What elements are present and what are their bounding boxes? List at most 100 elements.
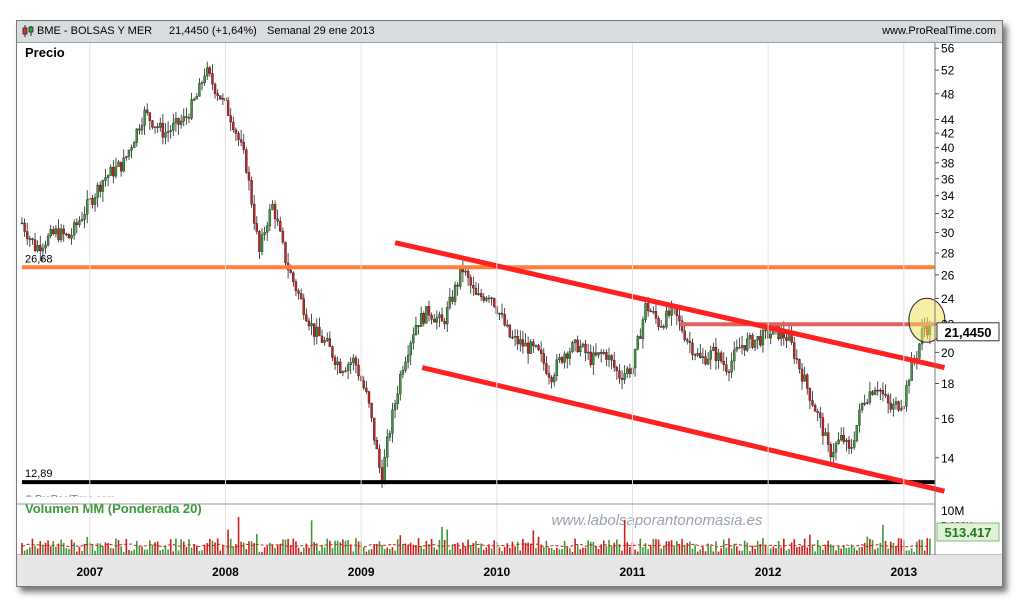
volume-bar [897, 538, 900, 555]
volume-bar [785, 550, 788, 555]
volume-bar [162, 549, 164, 555]
candle-body [855, 425, 859, 441]
volume-bar [829, 544, 832, 555]
candle-body [847, 439, 851, 449]
volume-bar [597, 548, 600, 555]
volume-bar [232, 546, 235, 555]
volume-bar [102, 545, 104, 555]
x-tick-label: 2012 [755, 565, 782, 579]
volume-bar [540, 544, 542, 555]
volume-bar [172, 551, 175, 555]
candle-body [521, 339, 525, 347]
candle-body [91, 198, 94, 205]
candle-body [456, 284, 459, 287]
volume-bar [595, 546, 597, 555]
candle-body [563, 353, 566, 363]
volume-bar [488, 544, 490, 555]
candle-body [803, 374, 806, 382]
candle-body [555, 359, 559, 376]
candle-body [550, 377, 553, 383]
volume-bar [391, 547, 394, 555]
volume-tick-label: 10M [941, 504, 964, 518]
candle-body [263, 232, 266, 235]
x-axis-band [17, 555, 1002, 586]
volume-bar [689, 541, 691, 555]
candle-body [370, 402, 373, 419]
volume-bar [193, 544, 195, 555]
candle-body [336, 361, 339, 365]
volume-bar [237, 516, 240, 555]
volume-bar [248, 541, 250, 555]
volume-bar [863, 542, 866, 555]
candle-body [866, 402, 869, 404]
candle-body [153, 126, 157, 128]
volume-bar [295, 541, 297, 555]
candle-body [469, 277, 472, 286]
volume-bar [370, 549, 373, 555]
volume-bar [655, 538, 657, 555]
volume-bar [587, 540, 589, 555]
candle-body [344, 370, 347, 372]
volume-bar [561, 548, 563, 555]
volume-bar [26, 549, 29, 555]
volume-bar [289, 545, 292, 555]
y-tick-label: 40 [941, 141, 955, 155]
candle-body [174, 118, 178, 124]
volume-bar [274, 547, 276, 555]
candle-body [526, 342, 530, 354]
volume-value-box [936, 522, 1000, 542]
candle-body [221, 97, 225, 100]
candle-body [479, 293, 483, 298]
candle-body [239, 139, 243, 143]
volume-bar [824, 545, 827, 555]
candle-body [576, 339, 579, 353]
volume-bar [407, 545, 409, 555]
candle-body [226, 100, 230, 116]
candle-body [396, 393, 399, 404]
volume-bar [722, 539, 725, 555]
candle-body [748, 335, 752, 340]
candle-body [553, 375, 556, 383]
support-label: 12,89 [25, 468, 53, 480]
volume-bar [905, 550, 908, 555]
y-tick-label: 16 [941, 412, 955, 426]
candle-body [706, 358, 710, 365]
chart-window: BME - BOLSAS Y MER 21,4450 (+1,64%) Sema… [16, 20, 1003, 587]
volume-bar [582, 547, 584, 555]
candle-body [696, 353, 699, 356]
volume-bar [686, 542, 689, 555]
volume-bar [613, 542, 616, 555]
candle-body [654, 311, 658, 319]
volume-bar [532, 530, 535, 555]
volume-bar [816, 539, 819, 555]
candle-body [307, 320, 311, 327]
candle-body [834, 443, 838, 453]
candle-body [693, 354, 697, 356]
volume-panel-title: Volumen MM (Ponderada 20) [25, 501, 202, 516]
volume-bar [696, 551, 699, 555]
volume-bar [57, 543, 60, 555]
volume-bar [514, 546, 516, 555]
candle-body [808, 388, 812, 401]
volume-ma-line [21, 543, 930, 548]
volume-bar [154, 542, 156, 555]
candle-body [639, 336, 642, 339]
volume-bar [81, 551, 83, 555]
volume-bar [482, 549, 485, 555]
volume-bar [164, 546, 167, 555]
volume-bar [258, 551, 261, 555]
volume-bar [282, 539, 284, 555]
y-tick-label: 42 [941, 127, 955, 141]
volume-bar [454, 543, 456, 555]
candle-body [636, 336, 639, 350]
volume-bar [660, 548, 662, 555]
volume-bar [415, 545, 417, 555]
volume-bar [866, 536, 869, 555]
volume-bar [373, 544, 375, 555]
candle-body [62, 228, 65, 235]
candle-body [117, 161, 120, 167]
volume-bar [308, 547, 310, 555]
candle-body [605, 352, 608, 360]
volume-bar [389, 548, 391, 555]
